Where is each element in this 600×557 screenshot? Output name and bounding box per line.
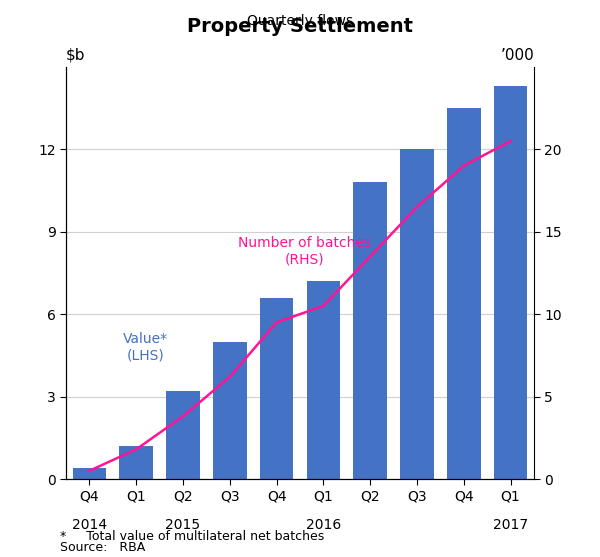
Text: Number of batches
(RHS): Number of batches (RHS) xyxy=(238,236,371,266)
Bar xyxy=(260,297,293,479)
Bar xyxy=(494,86,527,479)
Text: 2014: 2014 xyxy=(72,518,107,532)
Bar xyxy=(213,341,247,479)
Text: *     Total value of multilateral net batches: * Total value of multilateral net batche… xyxy=(60,530,324,543)
Text: Value*
(LHS): Value* (LHS) xyxy=(123,332,168,362)
Bar xyxy=(166,391,200,479)
Text: 2017: 2017 xyxy=(493,518,528,532)
Bar xyxy=(353,182,387,479)
Bar xyxy=(307,281,340,479)
Text: 2016: 2016 xyxy=(306,518,341,532)
Text: Source:   RBA: Source: RBA xyxy=(60,541,145,554)
Text: 2015: 2015 xyxy=(166,518,200,532)
Text: Property Settlement: Property Settlement xyxy=(187,17,413,36)
Title: Quarterly flows: Quarterly flows xyxy=(247,14,353,28)
Bar xyxy=(119,446,153,479)
Text: $b: $b xyxy=(66,48,86,63)
Bar xyxy=(447,108,481,479)
Bar xyxy=(400,149,434,479)
Bar xyxy=(73,468,106,479)
Text: ’000: ’000 xyxy=(500,48,534,63)
